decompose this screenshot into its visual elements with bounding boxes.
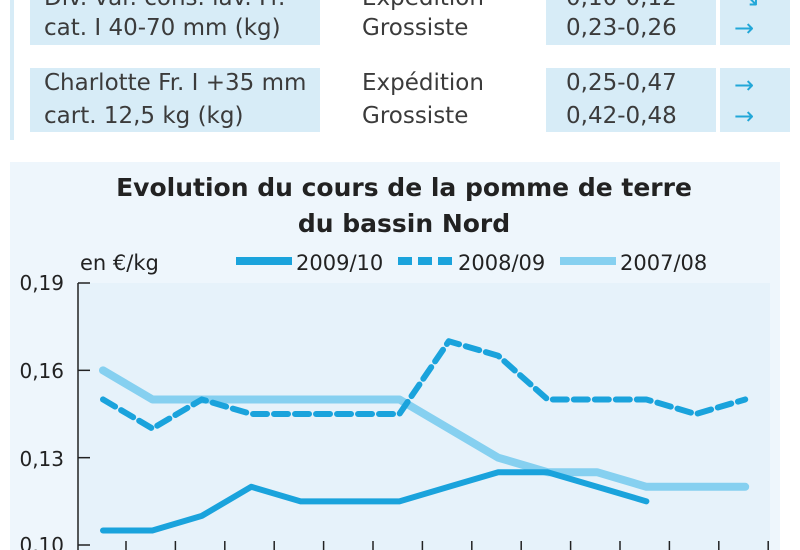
product-name-line1: Charlotte Fr. I +35 mm: [44, 70, 307, 96]
trend-cell: [720, 68, 790, 132]
product-cell: [30, 68, 320, 132]
price-grossiste: 0,23-0,26: [566, 15, 677, 41]
y-axis-ticks: [78, 282, 90, 546]
price-cell: [546, 68, 716, 132]
product-name-line2: cat. I 40-70 mm (kg): [44, 15, 281, 41]
trend-stable-arrow-icon: →: [734, 71, 755, 99]
y-tick-label: 0,19: [19, 271, 64, 295]
legend-label-2008-09: 2008/09: [458, 251, 545, 275]
product-name-line2: cart. 12,5 kg (kg): [44, 103, 244, 129]
trend-stable-arrow-icon: →: [734, 14, 755, 42]
product-name-line1: Div. var. cons. lav. Fr.: [44, 0, 285, 13]
table-row: Charlotte Fr. I +35 mm cart. 12,5 kg (kg…: [30, 68, 790, 132]
price-grossiste: 0,42-0,48: [566, 103, 677, 129]
trend-cell: [720, 0, 790, 45]
price-cell: [546, 0, 716, 45]
stage-grossiste: Grossiste: [362, 15, 469, 41]
y-tick-label: 0,10: [19, 533, 64, 550]
trend-stable-arrow-icon: →: [734, 102, 755, 130]
series-line-2008-09: [100, 338, 749, 432]
y-tick-label: 0,16: [19, 359, 64, 383]
price-expedition: 0,25-0,47: [566, 70, 677, 96]
series-line-2009-10: [100, 469, 650, 534]
stage-expedition: Expédition: [362, 70, 484, 96]
legend-label-2007-08: 2007/08: [620, 251, 707, 275]
price-table: Div. var. cons. lav. Fr. cat. I 40-70 mm…: [10, 0, 790, 140]
product-cell: [30, 0, 320, 45]
table-left-border: [10, 0, 14, 140]
chart-series: [99, 338, 750, 534]
chart-title-line1: Evolution du cours de la pomme de terre: [116, 173, 692, 202]
stage-cell: [326, 68, 540, 132]
price-expedition: 0,10-0,12: [566, 0, 677, 13]
legend-label-2009-10: 2009/10: [296, 251, 383, 275]
x-axis-ticks: [125, 541, 769, 550]
stage-cell: [326, 0, 540, 45]
series-line-2007-08: [99, 366, 750, 491]
stage-grossiste: Grossiste: [362, 103, 469, 129]
trend-down-arrow-icon: ↘: [740, 0, 760, 13]
y-tick-label: 0,13: [19, 447, 64, 471]
table-row: Div. var. cons. lav. Fr. cat. I 40-70 mm…: [30, 0, 790, 45]
stage-expedition: Expédition: [362, 0, 484, 13]
y-axis-unit-label: en €/kg: [80, 251, 159, 275]
chart-title-line2: du bassin Nord: [298, 209, 510, 238]
